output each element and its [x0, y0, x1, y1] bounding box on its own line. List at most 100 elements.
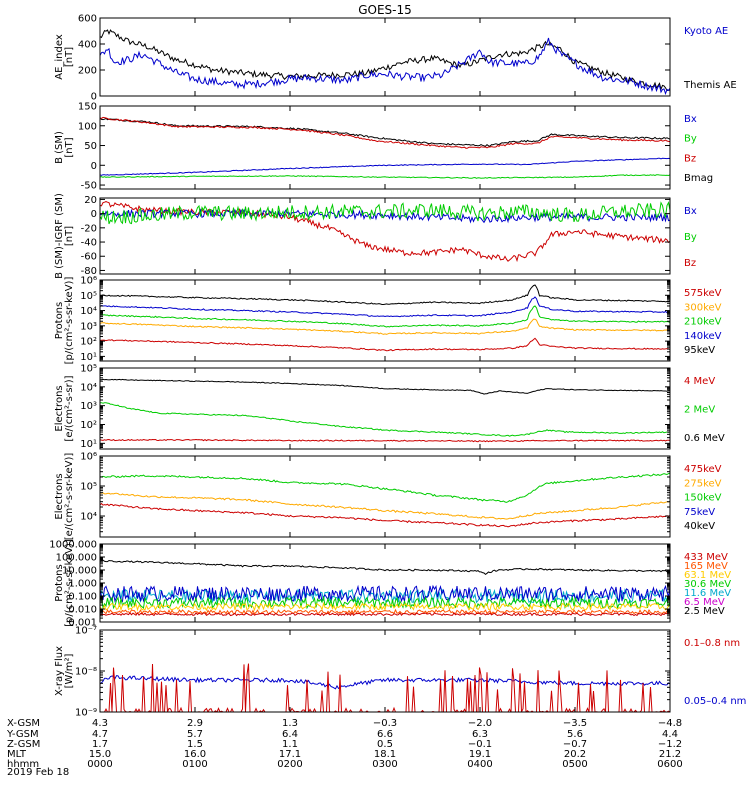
footer-value: 19.1 — [469, 749, 491, 760]
y-tick-label: 0 — [91, 92, 97, 103]
legend-entry: By — [684, 134, 697, 145]
series-red — [100, 502, 670, 528]
panel-electrons_kev: 10⁴ 10⁵ 10⁶ Electrons[e/(cm²-s-sr-keV)] 475k… — [54, 452, 722, 541]
footer-value: −2.0 — [468, 718, 492, 729]
y-axis-label-line: [p/(cm²-s-sr-keV)] — [64, 277, 75, 365]
legend-entry: By — [684, 232, 697, 243]
y-tick-label: 10² — [80, 337, 97, 348]
series-group — [100, 559, 670, 617]
y-tick-label: 150 — [78, 102, 97, 113]
y-axis-label-line: B (SM) — [54, 131, 65, 164]
y-tick-label: 10² — [80, 420, 97, 431]
series-green — [100, 305, 670, 328]
series-2-mev — [100, 402, 670, 437]
footer-value: −0.1 — [468, 739, 492, 750]
series-black — [100, 284, 670, 305]
footer-value: 18.1 — [374, 749, 396, 760]
footer-row-label: Z-GSM — [7, 739, 40, 750]
series-0-6-mev — [100, 378, 670, 395]
series-yellow — [100, 601, 670, 612]
legend-entry: Kyoto AE — [684, 26, 728, 37]
y-tick-label: -50 — [81, 181, 97, 192]
y-axis-label-line: [nT] — [64, 137, 75, 157]
y-tick-label: 0.010 — [68, 605, 97, 616]
footer-value: 6.4 — [282, 729, 298, 740]
y-tick-label: 20 — [84, 195, 97, 206]
legend-entry: 150keV — [684, 493, 722, 504]
legend-entry: 275keV — [684, 478, 722, 489]
panel-frame — [99, 17, 671, 97]
footer-value: 0200 — [277, 759, 302, 770]
panel-frame — [99, 629, 671, 713]
footer-value: 5.7 — [187, 729, 203, 740]
series-group — [100, 378, 670, 443]
series-black — [100, 559, 670, 576]
legend-entry: 475keV — [684, 464, 722, 475]
footer-value: −3.5 — [563, 718, 587, 729]
footer-value: 21.2 — [659, 749, 681, 760]
footer-value: 2.9 — [187, 718, 203, 729]
y-tick-label: 10¹ — [80, 352, 97, 363]
series-by — [100, 174, 670, 179]
y-tick-label: 0 — [91, 161, 97, 172]
y-tick-label: 10⁵ — [80, 364, 97, 375]
legend-entry: 4 MeV — [684, 376, 715, 387]
series-group — [100, 29, 670, 96]
y-axis-label-line: [nT] — [64, 226, 75, 246]
footer-value: 0.5 — [377, 739, 393, 750]
y-tick-label: 10³ — [80, 401, 97, 412]
y-tick-label: 10⁴ — [80, 512, 97, 523]
footer-value: −1.2 — [658, 739, 682, 750]
legend-entry: 210keV — [684, 317, 722, 328]
y-tick-label: 10⁴ — [80, 306, 97, 317]
footer-value: 1.1 — [282, 739, 298, 750]
y-tick-label: -20 — [81, 223, 97, 234]
footer-value: 4.7 — [92, 729, 108, 740]
y-axis-label: B (SM)-IGRF (SM)[nT] — [54, 193, 75, 279]
y-axis-label-line: [e/(cm²-s-sr-keV)] — [64, 453, 75, 541]
series-bz — [100, 116, 670, 149]
y-axis-label: Electrons[e/(cm²-s-sr-keV)] — [54, 453, 75, 541]
y-tick-label: 1.000 — [68, 579, 97, 590]
legend-entry: 2 MeV — [684, 405, 715, 416]
legend-entry: 575keV — [684, 288, 722, 299]
legend-entry: 0.6 MeV — [684, 433, 725, 444]
footer-value: 4.4 — [662, 729, 678, 740]
series-blue — [100, 296, 670, 318]
footer-value: 1.7 — [92, 739, 108, 750]
figure-title: GOES-15 — [358, 3, 412, 17]
series-orange — [100, 492, 670, 520]
footer-value: 0500 — [562, 759, 587, 770]
footer-row-label: MLT — [7, 749, 27, 760]
y-axis-label: Protons[p/(cm²-s-sr-keV)] — [54, 539, 75, 627]
panel-protons: 10¹ 10² 10³ 10⁴ 10⁵ 10⁶ Protons[p/(cm²-s-sr-ke… — [54, 276, 722, 365]
legend-entry: 95keV — [684, 345, 715, 356]
series-by — [100, 201, 670, 225]
footer-value: 15.0 — [89, 749, 111, 760]
panel-electrons_mev: 10¹ 10² 10³ 10⁴ 10⁵ Electrons[e/(cm²-s-sr)] 4 … — [54, 364, 725, 450]
y-axis-label-line: [e/(cm²-s-sr)] — [64, 375, 75, 441]
footer-row-label: Y-GSM — [6, 729, 39, 740]
series-green — [100, 595, 670, 610]
legend-entry: 0.05–0.4 nm — [684, 696, 746, 707]
series-group — [100, 663, 670, 712]
series-orange — [100, 608, 670, 615]
footer-value: −4.8 — [658, 718, 682, 729]
y-tick-label: 10.000 — [62, 566, 97, 577]
y-tick-label: 200 — [78, 66, 97, 77]
y-axis-label: X-ray Flux[W/m²] — [54, 646, 75, 696]
legend-entry: Bmag — [684, 173, 713, 184]
y-axis-label: AE_index[nT] — [54, 34, 75, 80]
footer-value: 6.3 — [472, 729, 488, 740]
panel-bigrf: -80 -60 -40 -20 0 20 B (SM)-IGRF (SM)[nT] Bx By B… — [54, 193, 697, 279]
y-tick-label: 50 — [84, 141, 97, 152]
y-axis-label-line: [nT] — [64, 47, 75, 67]
y-tick-label: 10¹ — [80, 439, 97, 450]
y-axis-label-line: Protons — [54, 564, 65, 601]
y-axis-label: Protons[p/(cm²-s-sr-keV)] — [54, 277, 75, 365]
panel-bsm: -50 0 50 100 150 B (SM)[nT] Bx By Bz Bmag — [54, 102, 713, 192]
footer-value: 0000 — [87, 759, 112, 770]
legend-entry: Themis AE — [683, 80, 737, 91]
